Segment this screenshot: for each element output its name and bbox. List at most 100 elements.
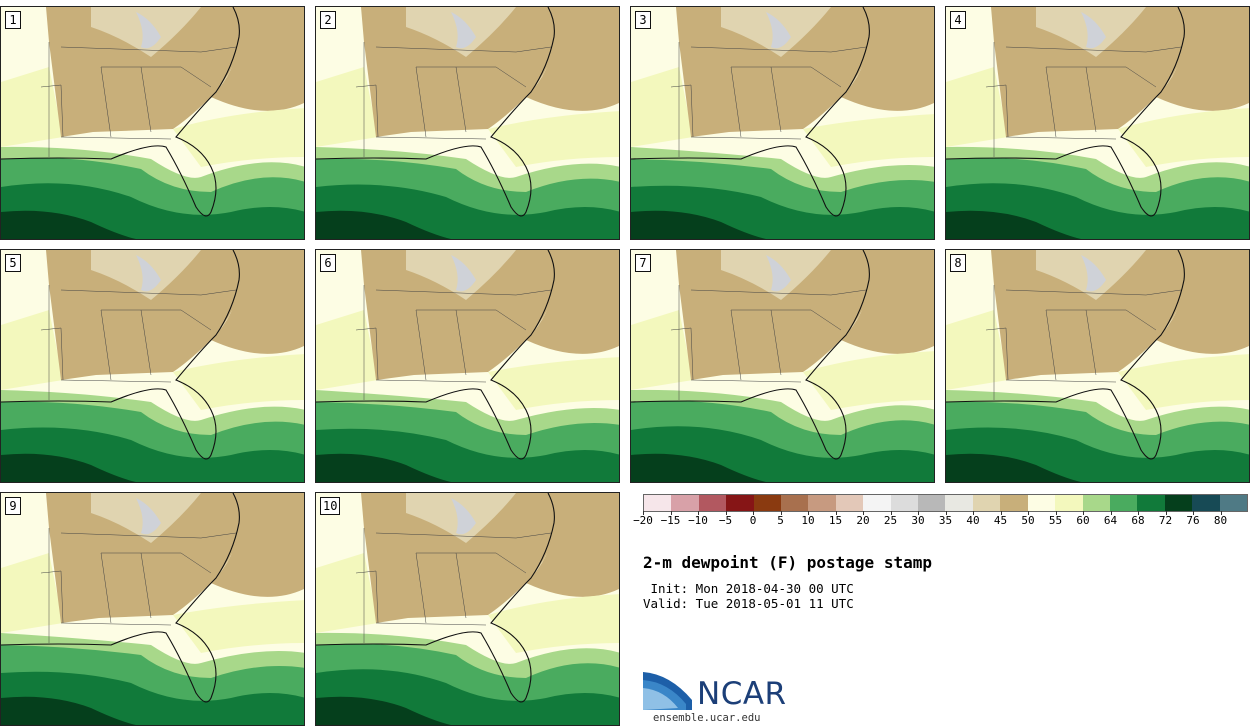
member-label-10: 10 (320, 497, 341, 515)
atlantic-dry-field (211, 7, 304, 111)
colorbar-swatch (753, 495, 782, 511)
state-boundaries (40, 285, 237, 400)
appalachian-cold-field (451, 255, 476, 292)
very-humid-field (1, 696, 137, 725)
colorbar-tickmark (835, 511, 837, 515)
colorbar-tick-label: 40 (966, 514, 980, 527)
west-moist-field (316, 310, 378, 390)
colorbar-swatch (781, 495, 809, 511)
coastline (1, 7, 240, 217)
very-humid-field (631, 453, 767, 482)
subtropical-band (1118, 108, 1249, 167)
member-panel-1: 1 (0, 6, 305, 240)
dry-air-field (46, 7, 244, 137)
coastline (1, 493, 240, 703)
colorbar-swatch (1109, 495, 1138, 511)
ncar-logo-icon (643, 672, 692, 710)
colorbar-tick-label: 0 (749, 514, 757, 527)
subtropical-band (803, 351, 934, 410)
colorbar-tick-label: 76 (1186, 514, 1200, 527)
state-boundaries (670, 285, 867, 400)
atlantic-dry-field (841, 7, 934, 111)
coastline (631, 7, 870, 217)
colorbar-tickmark (753, 511, 754, 515)
colorbar-swatch (1000, 495, 1028, 511)
dewpoint-map-4 (946, 7, 1249, 239)
member-panel-7: 7 (630, 249, 935, 483)
member-panel-4: 4 (945, 6, 1250, 240)
colorbar-tickmark (698, 511, 699, 515)
colorbar-swatch (918, 495, 946, 511)
dewpoint-colorbar (643, 494, 1248, 512)
ncar-logo-text: NCAR (697, 676, 787, 712)
dewpoint-map-1 (1, 7, 304, 239)
dry-air-field (991, 250, 1189, 380)
subtropical-band (488, 357, 619, 410)
very-humid-field (1, 210, 137, 239)
appalachian-cold-field (136, 12, 161, 49)
atlantic-dry-field (841, 250, 934, 354)
dry-air-field (46, 493, 244, 623)
colorbar-tick-label: −20 (633, 514, 653, 527)
atlantic-dry-field (1156, 7, 1249, 111)
colorbar-tickmark (1165, 511, 1167, 515)
subtropical-band (488, 594, 619, 653)
colorbar-tickmark (725, 511, 727, 515)
subtropical-band (173, 354, 304, 410)
member-label-7: 7 (635, 254, 651, 272)
very-humid-field (946, 210, 1082, 239)
appalachian-cold-field (136, 498, 161, 535)
dry-air-field (46, 250, 244, 380)
coastline (316, 493, 555, 703)
coastline (946, 250, 1185, 460)
init-time: Init: Mon 2018-04-30 00 UTC (643, 581, 854, 596)
appalachian-cold-field (766, 255, 791, 292)
west-moist-field (631, 310, 693, 390)
dry-air-field (361, 7, 559, 137)
dewpoint-map-6 (316, 250, 619, 482)
member-panel-5: 5 (0, 249, 305, 483)
colorbar-swatch (698, 495, 727, 511)
member-panel-3: 3 (630, 6, 935, 240)
state-boundaries (40, 42, 237, 157)
state-boundaries (670, 42, 867, 157)
colorbar-tickmark (1083, 511, 1084, 515)
colorbar-tickmark (780, 511, 782, 515)
colorbar-tickmark (670, 511, 672, 515)
member-panel-10: 10 (315, 492, 620, 726)
member-label-1: 1 (5, 11, 21, 29)
colorbar-swatch (835, 495, 864, 511)
member-panel-6: 6 (315, 249, 620, 483)
west-moist-field (946, 67, 1008, 147)
atlantic-dry-field (211, 250, 304, 354)
colorbar-swatch (890, 495, 919, 511)
dewpoint-map-7 (631, 250, 934, 482)
state-boundaries (355, 42, 552, 157)
colorbar-tickmark (1193, 511, 1194, 515)
colorbar-tick-label: 15 (828, 514, 843, 527)
figure-title: 2-m dewpoint (F) postage stamp (643, 553, 932, 572)
coastline (316, 7, 555, 217)
member-panel-9: 9 (0, 492, 305, 726)
subtropical-band (173, 600, 304, 653)
very-humid-field (946, 453, 1082, 482)
member-label-4: 4 (950, 11, 966, 29)
appalachian-cold-field (766, 12, 791, 49)
colorbar-tick-label: 72 (1158, 514, 1173, 527)
dry-air-field (676, 7, 874, 137)
very-humid-field (1, 453, 137, 482)
member-label-8: 8 (950, 254, 966, 272)
state-boundaries (985, 42, 1182, 157)
colorbar-tickmark (643, 511, 644, 515)
member-label-9: 9 (5, 497, 21, 515)
colorbar-tick-label: 80 (1213, 514, 1228, 527)
colorbar-tick-label: 5 (777, 514, 784, 527)
atlantic-dry-field (526, 493, 619, 597)
colorbar-tickmark (890, 511, 892, 515)
state-boundaries (355, 528, 552, 643)
colorbar-tickmark (808, 511, 809, 515)
atlantic-dry-field (526, 7, 619, 111)
dewpoint-map-5 (1, 250, 304, 482)
appalachian-cold-field (1081, 255, 1106, 292)
colorbar-tick-label: 30 (911, 514, 925, 527)
